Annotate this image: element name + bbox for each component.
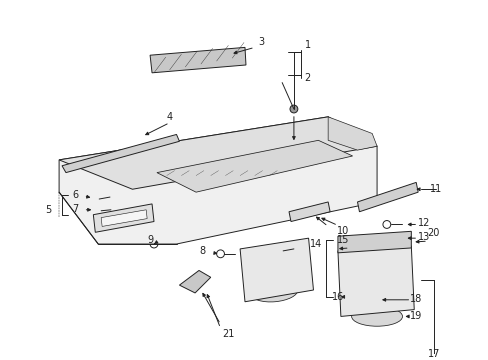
Text: 18: 18 — [409, 294, 422, 304]
Text: 9: 9 — [147, 235, 153, 245]
Text: 8: 8 — [200, 246, 205, 256]
Text: 11: 11 — [429, 184, 441, 194]
Text: 13: 13 — [417, 232, 429, 242]
Text: 16: 16 — [331, 292, 344, 302]
Text: 12: 12 — [417, 217, 429, 228]
Polygon shape — [93, 204, 154, 232]
Polygon shape — [337, 246, 413, 316]
Polygon shape — [59, 117, 376, 189]
Polygon shape — [179, 270, 210, 293]
Ellipse shape — [108, 193, 122, 199]
Text: 4: 4 — [166, 112, 172, 122]
Text: 14: 14 — [310, 239, 322, 249]
Polygon shape — [288, 202, 329, 221]
Circle shape — [289, 105, 297, 113]
Polygon shape — [327, 117, 376, 150]
Ellipse shape — [250, 254, 304, 283]
Text: 10: 10 — [336, 226, 348, 236]
Text: 5: 5 — [45, 205, 51, 215]
Polygon shape — [150, 48, 245, 73]
Polygon shape — [101, 210, 147, 226]
Text: 6: 6 — [73, 190, 79, 200]
Text: 15: 15 — [336, 235, 348, 245]
Text: 20: 20 — [427, 228, 439, 238]
Polygon shape — [59, 117, 376, 244]
Text: 1: 1 — [304, 40, 310, 50]
Ellipse shape — [351, 307, 402, 326]
Ellipse shape — [250, 282, 297, 302]
Polygon shape — [240, 238, 313, 302]
Polygon shape — [357, 183, 417, 212]
Text: 21: 21 — [222, 329, 234, 339]
Text: 7: 7 — [72, 204, 79, 214]
Polygon shape — [337, 231, 410, 253]
Text: 2: 2 — [304, 73, 310, 83]
Text: 17: 17 — [427, 348, 439, 359]
Polygon shape — [62, 134, 179, 172]
Text: 3: 3 — [258, 37, 264, 48]
Polygon shape — [157, 140, 352, 192]
Text: 19: 19 — [409, 311, 422, 321]
